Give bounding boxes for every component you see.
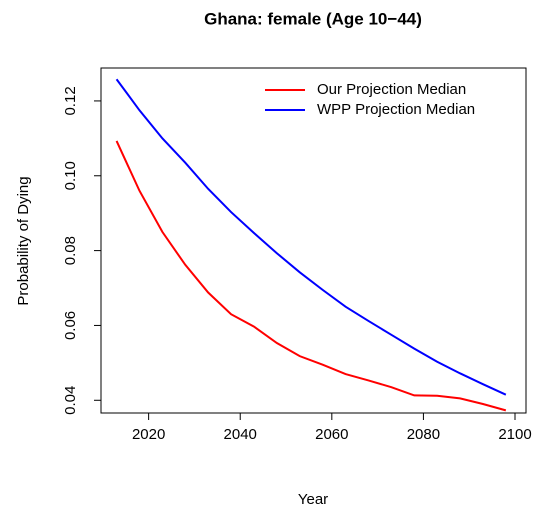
x-axis-label: Year bbox=[298, 491, 328, 508]
y-tick-label: 0.08 bbox=[62, 236, 79, 265]
y-tick-label: 0.06 bbox=[62, 311, 79, 340]
series-line bbox=[115, 140, 507, 412]
y-tick-label: 0.12 bbox=[62, 86, 79, 115]
x-tick-label: 2080 bbox=[407, 426, 440, 443]
y-tick-label: 0.04 bbox=[62, 386, 79, 415]
chart-title: Ghana: female (Age 10−44) bbox=[204, 9, 422, 28]
series-line bbox=[115, 78, 507, 396]
x-tick-label: 2040 bbox=[224, 426, 257, 443]
plot-frame bbox=[100, 67, 527, 414]
y-tick-label: 0.10 bbox=[62, 161, 79, 190]
x-tick-label: 2100 bbox=[498, 426, 531, 443]
legend-label: Our Projection Median bbox=[317, 81, 466, 98]
legend-label: WPP Projection Median bbox=[317, 101, 475, 118]
x-tick-label: 2060 bbox=[315, 426, 348, 443]
x-tick-label: 2020 bbox=[132, 426, 165, 443]
y-axis-label: Probability of Dying bbox=[15, 176, 32, 305]
